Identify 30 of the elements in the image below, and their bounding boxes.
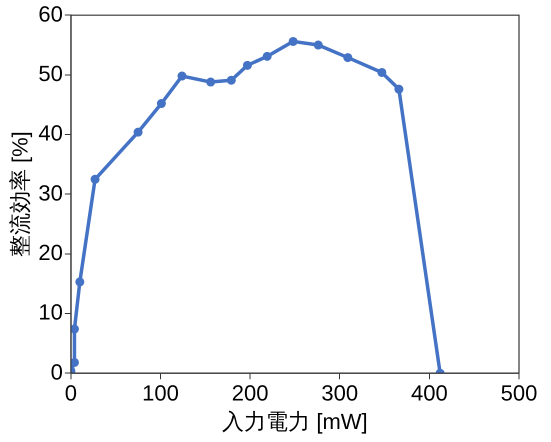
point [70,324,79,334]
point [70,358,79,367]
x-tick-label: 400 [411,380,448,406]
y-tick-label: 20 [38,240,63,265]
point [262,52,272,61]
point [206,78,216,87]
y-tick-label: 40 [38,120,63,146]
point [377,68,386,77]
point [343,53,352,62]
y-tick-label: 60 [38,1,63,26]
x-axis-title: 入力電力 [mW] [222,408,368,434]
point [75,277,84,286]
point [156,99,166,108]
x-tick-label: 100 [142,380,179,406]
point [90,174,100,184]
y-tick-label: 10 [38,300,63,325]
point [394,84,404,94]
x-tick-label: 300 [321,380,358,406]
point [242,60,252,70]
point [134,128,143,137]
y-axis-title: 整流効率 [%] [7,131,32,258]
y-tick-label: 30 [38,180,63,206]
point [288,36,298,46]
point [178,72,187,81]
x-tick-label: 500 [500,380,538,406]
y-tick-label: 50 [38,60,63,86]
point [226,76,236,85]
point [314,40,323,50]
x-tick-label: 200 [232,380,268,406]
y-tick-label: 0 [50,359,63,384]
